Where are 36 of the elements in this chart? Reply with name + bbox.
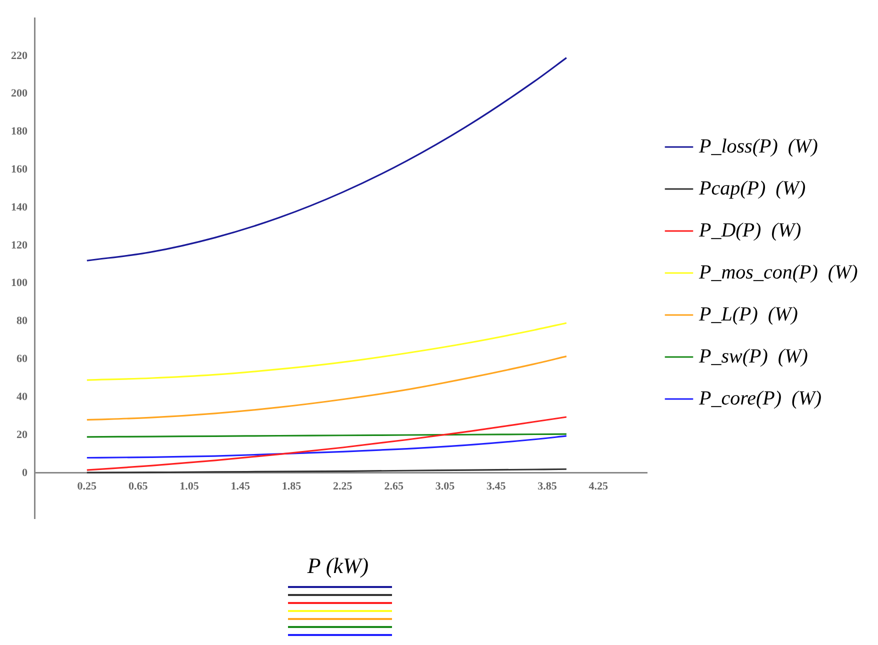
x-tick-label: 3.05 [435, 480, 456, 492]
y-tick-label: 0 [22, 466, 28, 479]
line-series [86, 57, 568, 262]
legend-label: P_sw(P) (W) [698, 345, 808, 368]
legend-label: Pcap(P) (W) [698, 177, 806, 200]
y-tick-label: 40 [16, 390, 28, 403]
y-tick-label: 100 [11, 277, 28, 290]
legend-label: P_loss(P) (W) [698, 135, 818, 158]
y-tick-label: 200 [11, 88, 28, 100]
x-tick-label: 4.25 [588, 480, 609, 492]
x-tick-label: 0.25 [77, 480, 98, 492]
y-tick-label: 220 [11, 50, 28, 62]
x-tick-label: 0.65 [128, 480, 148, 492]
legend-label: P_core(P) (W) [698, 387, 822, 410]
legend-label: P_D(P) (W) [698, 219, 802, 242]
x-tick-label: 1.45 [230, 480, 250, 492]
line-series [86, 356, 568, 421]
y-tick-label: 80 [16, 315, 28, 328]
x-tick-label: 1.05 [180, 480, 200, 492]
y-tick-label: 20 [16, 428, 28, 441]
legend-label: P_mos_con(P) (W) [698, 261, 858, 284]
y-tick-label: 60 [16, 353, 28, 366]
x-tick-label: 2.25 [333, 480, 353, 492]
x-tick-label: 2.65 [384, 480, 404, 492]
line-series [86, 322, 568, 381]
x-tick-label: 3.85 [538, 480, 558, 492]
y-tick-label: 160 [11, 163, 28, 176]
line-series [86, 435, 568, 459]
line-series [86, 416, 568, 471]
x-tick-label: 3.45 [486, 480, 506, 492]
y-tick-label: 120 [11, 239, 28, 252]
x-tick-label: 1.85 [282, 480, 302, 492]
y-tick-label: 140 [11, 201, 28, 214]
y-tick-label: 180 [11, 126, 28, 138]
x-axis-title: P (kW) [306, 553, 370, 579]
legend-label: P_L(P) (W) [698, 303, 798, 326]
